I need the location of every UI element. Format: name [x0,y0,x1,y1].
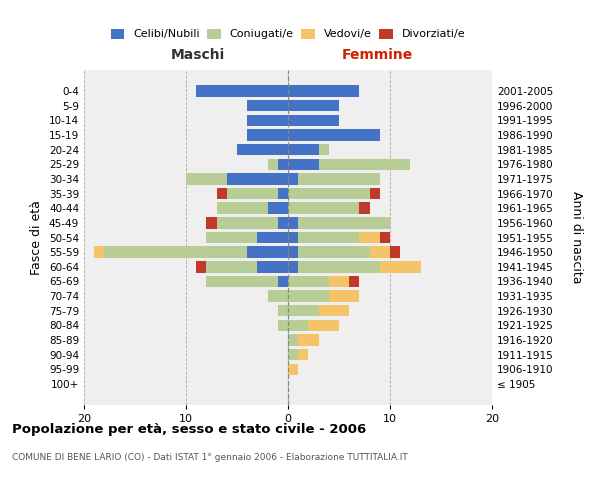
Bar [278,305,288,316]
Bar [268,158,278,170]
Bar [288,320,308,331]
Bar [329,276,349,287]
Bar [380,232,390,243]
Bar [298,246,370,258]
Bar [288,334,298,346]
Text: Maschi: Maschi [171,48,226,62]
Bar [227,173,288,184]
Bar [217,217,278,228]
Bar [288,246,298,258]
Text: COMUNE DI BENE LARIO (CO) - Dati ISTAT 1° gennaio 2006 - Elaborazione TUTTITALIA: COMUNE DI BENE LARIO (CO) - Dati ISTAT 1… [12,452,408,462]
Bar [206,276,278,287]
Bar [206,232,257,243]
Bar [288,305,319,316]
Bar [298,261,380,272]
Bar [278,320,288,331]
Bar [288,290,329,302]
Bar [278,276,288,287]
Bar [288,202,359,214]
Bar [278,158,288,170]
Legend: Celibi/Nubili, Coniugati/e, Vedovi/e, Divorziati/e: Celibi/Nubili, Coniugati/e, Vedovi/e, Di… [111,28,465,40]
Bar [227,188,278,199]
Bar [247,129,288,140]
Bar [288,158,319,170]
Bar [288,261,298,272]
Bar [298,217,390,228]
Bar [186,173,227,184]
Bar [268,202,288,214]
Y-axis label: Anni di nascita: Anni di nascita [570,191,583,284]
Bar [288,349,298,360]
Bar [257,261,288,272]
Bar [370,246,390,258]
Bar [288,129,380,140]
Bar [196,261,206,272]
Bar [288,364,298,375]
Bar [319,305,349,316]
Bar [94,246,104,258]
Bar [359,202,370,214]
Bar [288,188,370,199]
Bar [380,261,421,272]
Bar [370,188,380,199]
Bar [104,246,247,258]
Bar [206,217,217,228]
Bar [278,217,288,228]
Bar [217,188,227,199]
Bar [206,261,257,272]
Text: Femmine: Femmine [342,48,413,62]
Bar [268,290,288,302]
Bar [298,334,319,346]
Bar [288,276,329,287]
Bar [288,173,298,184]
Bar [288,85,359,96]
Bar [237,144,288,156]
Bar [288,144,319,156]
Bar [217,202,268,214]
Bar [298,173,380,184]
Bar [349,276,359,287]
Bar [288,114,339,126]
Bar [329,290,359,302]
Bar [278,188,288,199]
Bar [288,217,298,228]
Bar [257,232,288,243]
Bar [247,100,288,112]
Text: Popolazione per età, sesso e stato civile - 2006: Popolazione per età, sesso e stato civil… [12,422,366,436]
Bar [288,232,298,243]
Y-axis label: Fasce di età: Fasce di età [31,200,43,275]
Bar [247,246,288,258]
Bar [196,85,288,96]
Bar [298,232,359,243]
Bar [298,349,308,360]
Bar [288,100,339,112]
Bar [308,320,339,331]
Bar [390,246,400,258]
Bar [247,114,288,126]
Bar [359,232,380,243]
Bar [319,144,329,156]
Bar [319,158,410,170]
